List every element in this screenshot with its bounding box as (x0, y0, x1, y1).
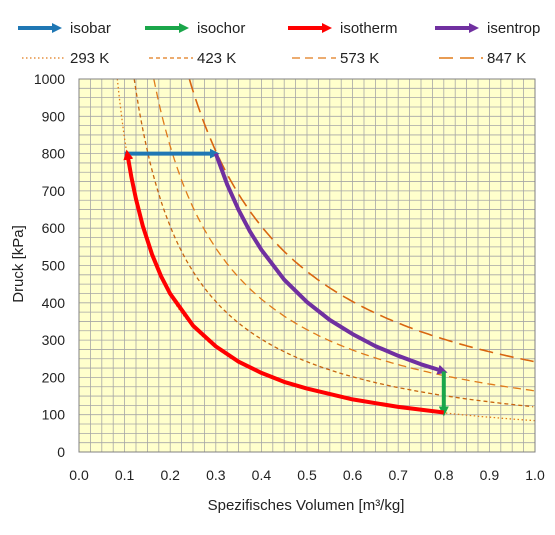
legend-label: 847 K (487, 50, 526, 67)
legend-item: 847 K (439, 50, 526, 67)
isotherm-847k-curve (188, 78, 534, 363)
isotherm-line (123, 149, 445, 415)
y-axis-title: Druck [kPa] (10, 225, 27, 303)
legend-item: 573 K (292, 50, 379, 67)
legend-label: 293 K (70, 50, 109, 67)
y-tick-label: 200 (42, 369, 66, 385)
legend-label: isobar (70, 20, 111, 37)
legend-label: isochor (197, 20, 245, 37)
y-tick-label: 800 (42, 146, 66, 162)
x-axis-title: Spezifisches Volumen [m³/kg] (208, 497, 405, 514)
x-tick-label: 0.8 (434, 467, 454, 483)
legend-label: 573 K (340, 50, 379, 67)
y-tick-label: 400 (42, 295, 66, 311)
legend-item: isentrop (435, 20, 540, 37)
x-tick-label: 0.7 (388, 467, 408, 483)
isentrop-line (213, 152, 448, 375)
y-tick-label: 100 (42, 407, 66, 423)
x-tick-label: 0.9 (480, 467, 500, 483)
y-tick-label: 500 (42, 258, 66, 274)
y-axis-ticks: 0 100 200 300 400 500 600 700 800 900 1000 (34, 71, 65, 460)
legend-label: isentrop (487, 20, 540, 37)
legend-label: isotherm (340, 20, 398, 37)
legend-item: isochor (145, 20, 245, 37)
isotherm-423k-curve (133, 78, 534, 408)
isotherm-573k-curve (153, 78, 535, 392)
grid (78, 78, 536, 453)
legend-item: 423 K (149, 50, 236, 67)
plot-frame (78, 78, 536, 453)
y-tick-label: 900 (42, 108, 66, 124)
y-tick-label: 300 (42, 332, 66, 348)
y-tick-label: 700 (42, 183, 66, 199)
y-tick-label: 600 (42, 220, 66, 236)
x-tick-label: 0.0 (69, 467, 89, 483)
x-tick-label: 0.4 (252, 467, 272, 483)
x-tick-label: 0.3 (206, 467, 226, 483)
x-axis-ticks: 0.0 0.1 0.2 0.3 0.4 0.5 0.6 0.7 0.8 0.9 1.0 (69, 467, 545, 483)
x-tick-label: 1.0 (525, 467, 545, 483)
x-tick-label: 0.6 (343, 467, 363, 483)
y-tick-label: 0 (57, 444, 65, 460)
y-tick-label: 1000 (34, 71, 65, 87)
x-tick-label: 0.2 (160, 467, 180, 483)
legend-item: isobar (18, 20, 111, 37)
legend: isobar isochor isotherm isentrop 293 K 423 K 5… (18, 20, 540, 67)
legend-label: 423 K (197, 50, 236, 67)
legend-item: isotherm (288, 20, 398, 37)
x-tick-label: 0.1 (115, 467, 135, 483)
x-tick-label: 0.5 (297, 467, 317, 483)
legend-item: 293 K (22, 50, 109, 67)
process-lines (123, 148, 449, 417)
temperature-isotherms (116, 78, 535, 422)
